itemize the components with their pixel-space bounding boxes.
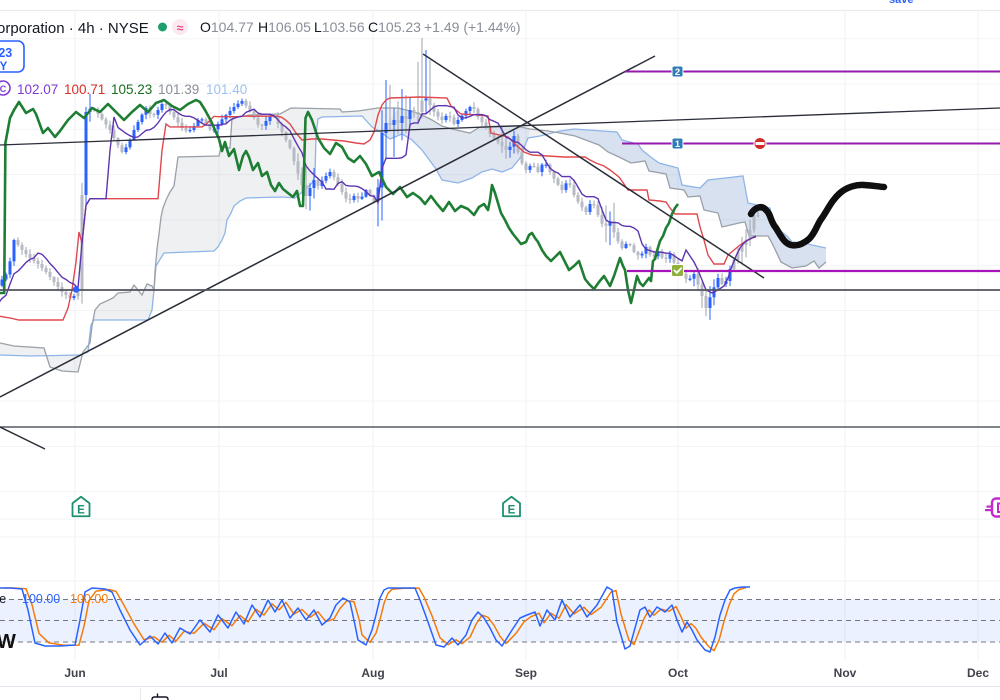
- svg-text:C: C: [0, 84, 7, 94]
- svg-text:100.00: 100.00: [70, 592, 108, 606]
- svg-text:Jul: Jul: [210, 666, 227, 680]
- svg-text:H106.05: H106.05: [258, 19, 311, 35]
- svg-text:E: E: [77, 505, 85, 517]
- svg-text:101.39: 101.39: [158, 82, 199, 97]
- svg-text:105.23: 105.23: [0, 46, 12, 60]
- svg-text:2: 2: [675, 67, 680, 78]
- svg-text:save: save: [889, 0, 913, 6]
- svg-text:Dec: Dec: [967, 666, 989, 680]
- svg-text:W: W: [0, 631, 16, 653]
- svg-text:101.40: 101.40: [206, 82, 247, 97]
- svg-text:BUY: BUY: [0, 61, 8, 73]
- svg-text:100.00: 100.00: [22, 592, 60, 606]
- svg-text:E: E: [508, 505, 516, 517]
- svg-text:+1.49 (+1.44%): +1.49 (+1.44%): [424, 19, 521, 35]
- svg-text:Oct: Oct: [668, 666, 688, 680]
- svg-text:Sep: Sep: [515, 666, 537, 680]
- svg-text:≈: ≈: [177, 21, 184, 35]
- svg-text:1: 1: [675, 139, 681, 150]
- svg-text:102.07: 102.07: [17, 82, 58, 97]
- svg-text:100.71: 100.71: [64, 82, 105, 97]
- svg-text:Aug: Aug: [361, 666, 384, 680]
- svg-text:ose: ose: [0, 592, 6, 606]
- svg-text:105.23: 105.23: [111, 82, 152, 97]
- svg-text:orporation · 4h · NYSE: orporation · 4h · NYSE: [0, 20, 149, 37]
- svg-text:Nov: Nov: [834, 666, 857, 680]
- svg-text:Jun: Jun: [64, 666, 85, 680]
- svg-text:O104.77: O104.77: [200, 19, 254, 35]
- svg-text:L103.56: L103.56: [314, 19, 365, 35]
- svg-text:C105.23: C105.23: [368, 19, 421, 35]
